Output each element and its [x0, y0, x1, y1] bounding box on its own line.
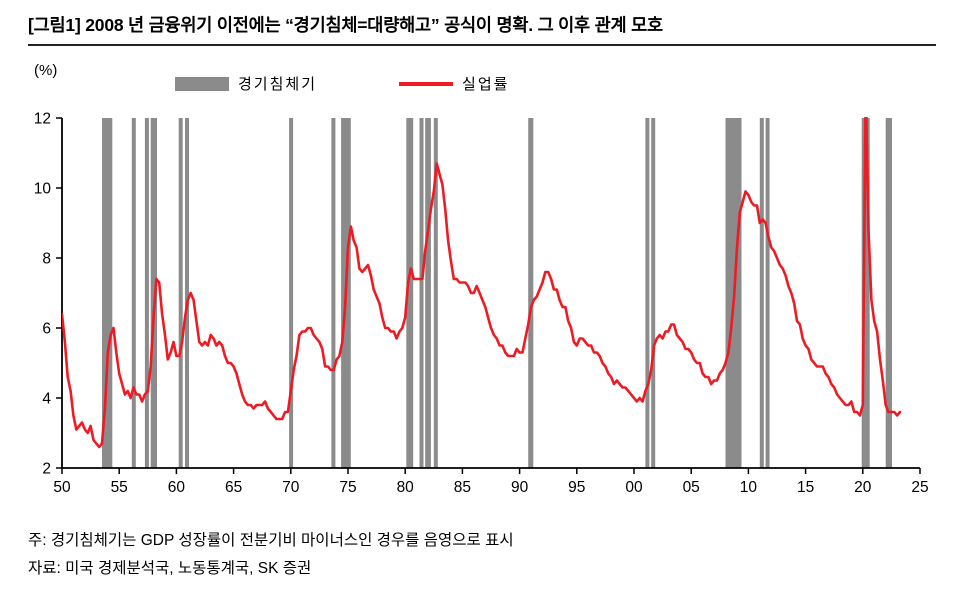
recession-band [150, 118, 157, 468]
x-tick-label: 10 [740, 479, 758, 496]
recession-band [289, 118, 294, 468]
x-tick-label: 90 [511, 479, 529, 496]
x-tick-label: 85 [454, 479, 471, 496]
recession-band [331, 118, 336, 468]
chart-legend: 경기침체기 실업률 [175, 73, 509, 94]
recession-band [759, 118, 764, 468]
x-tick-label: 60 [168, 479, 186, 496]
title-divider [28, 44, 936, 46]
y-axis-unit-label: (%) [34, 62, 58, 79]
x-tick-label: 75 [339, 479, 356, 496]
x-tick-label: 00 [625, 479, 643, 496]
unemployment-line [62, 117, 902, 449]
y-tick-label: 10 [34, 181, 52, 198]
recession-band [178, 118, 183, 468]
y-tick-label: 2 [42, 461, 51, 478]
x-tick-label: 65 [225, 479, 242, 496]
recession-band [406, 118, 414, 468]
x-tick-label: 55 [111, 479, 128, 496]
x-tick-label: 20 [854, 479, 872, 496]
recession-band [419, 118, 424, 468]
recession-band [433, 118, 438, 468]
legend-recession-swatch [175, 76, 229, 91]
recession-band [885, 118, 892, 468]
recession-band [185, 118, 189, 468]
x-tick-label: 15 [797, 479, 814, 496]
x-tick-label: 80 [397, 479, 415, 496]
figure-note: 주: 경기침체기는 GDP 성장률이 전분기비 마이너스인 경우를 음영으로 표… [28, 532, 514, 549]
figure-source: 자료: 미국 경제분석국, 노동통계국, SK 증권 [28, 560, 312, 577]
y-tick-label: 4 [42, 391, 51, 408]
unemployment-chart-svg: 2 4 6 8 10 12 50 55 60 65 70 75 80 85 90 95 00 05 10 15 20 25 [34, 111, 929, 497]
legend-line-swatch [399, 81, 454, 86]
figure-title: [그림1] 2008 년 금융위기 이전에는 “경기침체=대량해고” 공식이 명… [28, 15, 663, 35]
y-tick-label: 6 [42, 321, 51, 338]
recession-band [144, 118, 149, 468]
y-tick-label: 12 [34, 111, 51, 128]
recession-band [861, 118, 870, 468]
recession-band [425, 118, 431, 468]
unemployment-chart: 2 4 6 8 10 12 50 55 60 65 70 75 80 85 90 95 00 05 10 15 20 25 [0, 96, 956, 516]
recession-band [528, 118, 534, 468]
x-tick-label: 25 [911, 479, 928, 496]
recession-band [765, 118, 770, 468]
legend-recession-label: 경기침체기 [238, 76, 318, 93]
recession-band [645, 118, 650, 468]
recession-band [131, 118, 136, 468]
x-tick-label: 95 [568, 479, 585, 496]
x-tick-label: 70 [282, 479, 300, 496]
x-tick-label: 50 [53, 479, 71, 496]
recession-band [102, 118, 113, 468]
recession-band [651, 118, 656, 468]
x-tick-label: 05 [683, 479, 700, 496]
y-tick-label: 8 [42, 251, 51, 268]
legend-line-label: 실업률 [462, 76, 510, 93]
